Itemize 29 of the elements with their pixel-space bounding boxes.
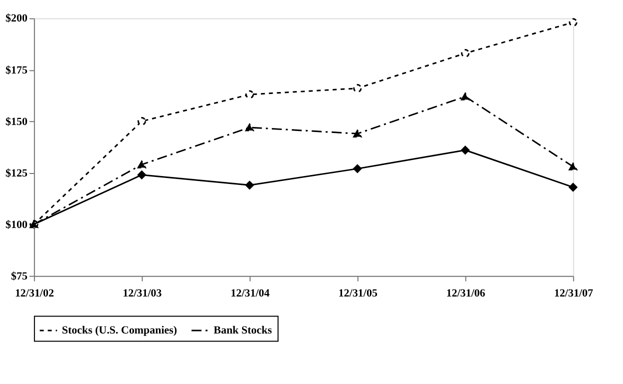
point (353, 84, 362, 93)
x-tick-label: 12/31/07 (554, 287, 594, 300)
y-tick-label: $75 (11, 270, 28, 282)
x-tick-label: 12/31/02 (14, 287, 54, 300)
point (245, 124, 254, 132)
point (353, 164, 362, 173)
y-tick-label: $200 (6, 12, 28, 25)
x-tick-label: 12/31/06 (446, 287, 486, 300)
x-tick-label: 12/31/04 (230, 287, 270, 300)
y-tick-label: $175 (6, 64, 28, 76)
point (353, 130, 362, 138)
y-tick-label: $150 (6, 116, 28, 128)
legend-label: Stocks (U.S. Companies) (62, 324, 178, 336)
point (568, 162, 578, 170)
legend-label: Bank Stocks (214, 324, 272, 336)
point (460, 92, 470, 100)
point (460, 146, 470, 154)
point (137, 170, 146, 180)
point (245, 90, 254, 99)
y-tick-label: $125 (6, 167, 28, 180)
x-tick-label: 12/31/03 (122, 287, 162, 300)
point (568, 182, 578, 192)
y-tick-label: $100 (6, 218, 28, 231)
point (137, 117, 146, 126)
point (245, 180, 254, 190)
point (137, 160, 146, 168)
point (460, 49, 470, 58)
x-tick-label: 12/31/05 (338, 287, 378, 300)
point (568, 18, 578, 27)
